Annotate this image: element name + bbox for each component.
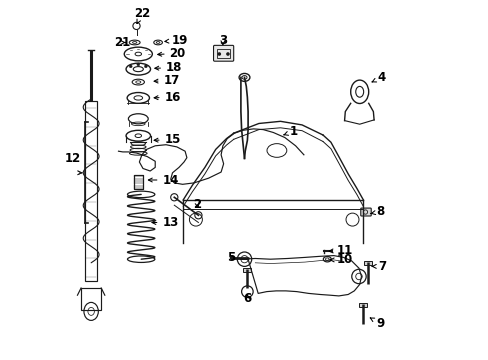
Text: 17: 17 <box>154 74 180 87</box>
Text: 13: 13 <box>152 216 178 229</box>
Text: 7: 7 <box>371 260 386 273</box>
FancyBboxPatch shape <box>360 208 370 216</box>
Text: 16: 16 <box>154 91 181 104</box>
FancyBboxPatch shape <box>363 261 371 265</box>
Text: 12: 12 <box>64 152 81 165</box>
Bar <box>81 288 101 310</box>
Text: 4: 4 <box>371 71 385 84</box>
Text: 18: 18 <box>155 61 182 74</box>
Bar <box>85 101 97 281</box>
Circle shape <box>217 52 221 56</box>
FancyBboxPatch shape <box>213 45 233 61</box>
Text: 1: 1 <box>284 125 297 138</box>
Text: 2: 2 <box>193 198 201 211</box>
FancyBboxPatch shape <box>359 303 366 307</box>
Text: 21: 21 <box>114 36 130 49</box>
Text: 20: 20 <box>158 47 185 60</box>
Text: 22: 22 <box>134 7 150 23</box>
Circle shape <box>137 63 140 66</box>
Bar <box>217 49 230 58</box>
Text: 11: 11 <box>328 244 352 257</box>
Text: 19: 19 <box>164 34 188 47</box>
Text: 10: 10 <box>329 253 352 266</box>
Text: 9: 9 <box>369 317 384 330</box>
Circle shape <box>225 52 229 56</box>
Text: 5: 5 <box>227 251 235 264</box>
FancyBboxPatch shape <box>243 268 251 272</box>
Text: 3: 3 <box>219 34 226 47</box>
Circle shape <box>144 65 147 68</box>
Text: 14: 14 <box>148 174 179 186</box>
Circle shape <box>129 65 132 68</box>
Circle shape <box>229 256 234 260</box>
Bar <box>133 175 142 189</box>
Text: 8: 8 <box>369 205 384 218</box>
Text: 6: 6 <box>243 292 251 305</box>
Text: 15: 15 <box>154 133 181 146</box>
